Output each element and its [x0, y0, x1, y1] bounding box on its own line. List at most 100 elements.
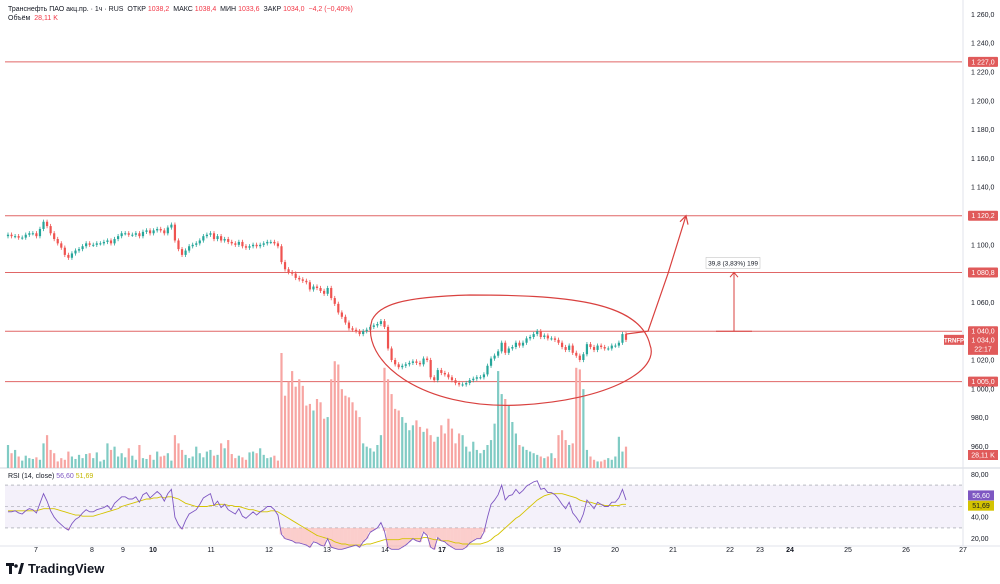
volume-bar [379, 435, 383, 468]
candle-body [312, 286, 315, 290]
candle-body [38, 228, 42, 237]
candle-body [500, 342, 503, 352]
volume-bar [486, 445, 489, 468]
high-label: МАКС [173, 6, 193, 13]
candle-body [621, 334, 624, 343]
volume-bar [6, 445, 10, 468]
candle-body [134, 233, 137, 235]
candle-body [333, 298, 336, 304]
rsi-oversold-fill [400, 527, 405, 548]
candle-body [397, 364, 400, 368]
candle-body [337, 303, 340, 313]
candle-body [354, 329, 358, 332]
volume-bar [354, 410, 358, 468]
volume-bar [195, 446, 198, 468]
rsi-oversold-fill [386, 527, 390, 548]
candle-body [138, 233, 141, 237]
rsi-oversold-fill [279, 527, 284, 535]
time-axis[interactable]: 7 8 9 10 11 12 13 14 17 18 19 20 21 22 23 24 25 26 27 [34, 547, 967, 554]
candle-body [237, 241, 240, 245]
candle-body [404, 364, 407, 366]
volume-bar [511, 422, 514, 468]
volume-bar [333, 361, 336, 468]
projection-path [625, 215, 687, 335]
candle-body [269, 241, 272, 243]
rsi-tick: 40,00 [971, 515, 989, 522]
rsi-oversold-fill [286, 527, 291, 540]
candle-body [326, 288, 329, 294]
rsi-oversold-fill [478, 527, 483, 539]
volume-bar [99, 461, 102, 468]
candle-body [429, 360, 432, 378]
volume-bar [10, 453, 13, 468]
candle-body [244, 246, 248, 248]
candle-body [408, 362, 411, 365]
rsi-oversold-fill [325, 527, 330, 539]
rsi-oversold-fill [407, 527, 412, 542]
volume-line: Объём 28,11 K [8, 14, 355, 23]
candle-body [518, 342, 521, 346]
candle-body [205, 234, 208, 237]
price-tick: 1 200,0 [971, 98, 994, 105]
candle-body [340, 312, 343, 317]
volume-label[interactable]: Объём [8, 15, 31, 22]
volume-bar [298, 379, 301, 468]
candle-body [117, 236, 120, 240]
volume-bar [49, 449, 52, 468]
volume-bar [347, 397, 351, 468]
candle-body [415, 361, 418, 363]
candle-body [564, 347, 567, 350]
symbol-title[interactable]: Транснефть ПАО акц.пр. · 1ч · RUS [8, 6, 124, 13]
volume-bar [53, 453, 56, 468]
candle-body [443, 372, 446, 375]
volume-bar [440, 425, 443, 468]
volume-bar [269, 457, 272, 468]
candle-body [141, 231, 145, 237]
candle-body [454, 380, 457, 384]
volume-bar [475, 449, 478, 468]
rsi-oversold-fill [439, 527, 444, 541]
candle-body [436, 370, 439, 381]
volume-bar [330, 379, 333, 468]
candle-body [127, 233, 130, 235]
volume-bar [394, 408, 397, 468]
volume-bar [319, 402, 322, 468]
volume-bar [575, 367, 578, 468]
candle-body [234, 243, 237, 245]
volume-bar [283, 395, 287, 468]
measure-label: 39,8 (3,83%) 199 [708, 260, 758, 267]
time-tick: 26 [902, 547, 910, 554]
volume-bar [280, 353, 283, 468]
volume-bar [603, 459, 606, 468]
volume-bar [546, 456, 549, 468]
volume-bar [92, 458, 95, 468]
volume-bar [308, 403, 311, 468]
rsi-oversold-fill [475, 527, 479, 539]
volume-bar [482, 449, 486, 468]
candle-body [223, 239, 226, 241]
tradingview-logo[interactable]: TradingView [6, 561, 104, 576]
volume-bar [472, 441, 475, 468]
volume-bar [117, 456, 120, 468]
level-tag [968, 267, 998, 278]
volume-bar [205, 451, 208, 468]
candle-body [560, 342, 564, 348]
price-axis[interactable]: 1 227,0 1 120,2 1 080,8 1 040,0 1 005,0 1 260… [944, 12, 998, 543]
candle-body [124, 233, 127, 235]
rsi-oversold-fill [283, 527, 287, 539]
candle-body [262, 243, 265, 245]
volume-bar [550, 453, 553, 468]
volume-bar [571, 443, 574, 468]
volume-bar [568, 445, 571, 468]
rsi-label[interactable]: RSI (14, close) [8, 473, 55, 480]
rsi-tick: 80,00 [971, 472, 989, 479]
rsi-oversold-fill [382, 527, 387, 532]
volume-bar [70, 456, 74, 468]
rsi-oversold-fill [425, 527, 429, 536]
candle-body [99, 243, 102, 245]
volume-bar [255, 453, 258, 468]
volume-bar [468, 451, 471, 468]
time-tick: 19 [553, 547, 561, 554]
volume-bar [156, 451, 159, 468]
